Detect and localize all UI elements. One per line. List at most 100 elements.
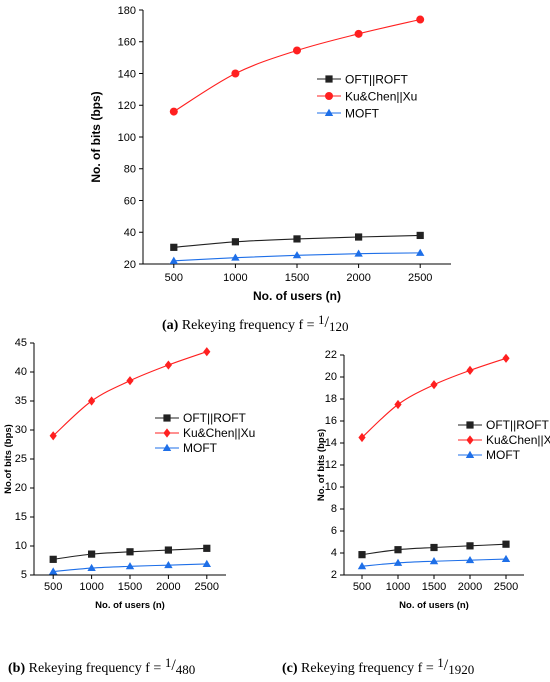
data-point — [49, 567, 58, 575]
x-tick-label: 1500 — [118, 581, 142, 593]
y-tick-label: 15 — [15, 511, 27, 523]
y-tick-label: 20 — [325, 371, 337, 383]
legend-marker — [325, 92, 333, 100]
x-tick-label: 1000 — [386, 581, 410, 593]
caption-denominator: 120 — [329, 319, 349, 334]
data-point — [416, 15, 425, 24]
data-point — [430, 380, 438, 390]
legend-marker — [162, 443, 172, 451]
y-tick-label: 8 — [331, 503, 337, 515]
y-tick-label: 140 — [118, 68, 136, 80]
caption-label: (c) — [282, 661, 298, 676]
data-point — [231, 253, 240, 261]
series-ku-chen-xu — [49, 347, 211, 441]
series-line — [361, 357, 507, 438]
x-tick-label: 2500 — [195, 581, 219, 593]
y-axis-title: No. of bits (bps) — [89, 91, 103, 182]
y-tick-label: 30 — [15, 424, 27, 436]
data-point — [466, 365, 474, 375]
data-point — [416, 231, 424, 240]
x-tick-label: 500 — [44, 581, 62, 593]
y-tick-label: 20 — [124, 259, 136, 271]
y-tick-label: 40 — [124, 227, 136, 239]
x-tick-label: 2000 — [346, 272, 370, 284]
data-point — [164, 360, 172, 370]
data-point — [126, 376, 134, 386]
legend-marker — [163, 428, 171, 438]
data-point — [164, 546, 172, 554]
caption-text: Rekeying frequency f = — [298, 661, 438, 676]
legend-label: OFT||ROFT — [183, 411, 247, 425]
y-tick-label: 35 — [15, 395, 27, 407]
x-axis-title: No. of users (n) — [253, 289, 341, 303]
y-axis-title: No.of bits (bps) — [3, 424, 14, 494]
caption-numerator: 1 — [318, 312, 325, 327]
legend-label: Ku&Chen||Xu — [486, 433, 550, 447]
data-point — [430, 543, 438, 552]
legend-label: OFT||ROFT — [345, 72, 409, 86]
y-tick-label: 16 — [325, 415, 337, 427]
caption-text: Rekeying frequency f = — [25, 661, 165, 676]
data-point — [169, 256, 178, 264]
y-tick-label: 12 — [325, 459, 337, 471]
series-oft-roft — [49, 544, 211, 563]
data-point — [358, 551, 366, 559]
data-point — [88, 550, 96, 558]
x-axis-title: No. of users (n) — [95, 600, 165, 611]
y-tick-label: 4 — [331, 547, 337, 559]
data-point — [125, 562, 135, 570]
caption-label: (a) — [162, 318, 179, 333]
data-point — [293, 46, 301, 55]
x-tick-label: 500 — [353, 581, 371, 593]
y-tick-label: 180 — [118, 5, 136, 17]
data-point — [202, 559, 211, 567]
y-tick-label: 10 — [325, 481, 337, 493]
figure-caption: (a) Rekeying frequency f = 1/120 — [162, 312, 348, 334]
legend-label: MOFT — [345, 106, 380, 120]
caption-slash: / — [171, 657, 176, 674]
data-point — [293, 235, 301, 243]
legend-label: Ku&Chen||Xu — [345, 89, 417, 103]
data-point — [88, 396, 96, 406]
data-point — [394, 546, 402, 554]
legend-marker — [466, 421, 474, 429]
caption-slash: / — [325, 314, 330, 331]
y-tick-label: 14 — [325, 437, 337, 449]
data-point — [465, 555, 475, 564]
legend: OFT||ROFT Ku&Chen||Xu MOFT — [317, 72, 417, 120]
data-point — [354, 29, 363, 38]
series-ku-chen-xu — [169, 15, 425, 116]
y-tick-label: 10 — [15, 540, 27, 552]
chart-b: 5 10 15 20 25 30 35 40 45 500 1000 1500 2000 2500 No. … — [3, 337, 255, 677]
legend-marker — [324, 108, 334, 116]
x-tick-label: 2500 — [408, 272, 432, 284]
y-tick-label: 160 — [118, 37, 136, 49]
x-tick-label: 1000 — [79, 581, 103, 593]
legend-label: MOFT — [183, 441, 218, 455]
x-tick-label: 1500 — [422, 581, 446, 593]
data-point — [49, 431, 57, 441]
y-tick-label: 100 — [118, 132, 136, 144]
y-tick-label: 18 — [325, 393, 337, 405]
data-point — [501, 554, 511, 563]
data-point — [164, 560, 173, 569]
caption-denominator: 480 — [176, 662, 196, 677]
y-tick-label: 40 — [15, 366, 27, 378]
y-tick-label: 20 — [15, 482, 27, 494]
data-point — [87, 563, 96, 572]
y-tick-label: 22 — [325, 349, 337, 361]
y-tick-label: 60 — [124, 195, 136, 207]
legend-marker — [466, 435, 474, 445]
y-tick-label: 120 — [118, 100, 136, 112]
y-axis-title: No. of bits (bps) — [316, 429, 327, 501]
y-tick-label: 45 — [15, 337, 27, 349]
series-moft — [169, 248, 425, 264]
chart-a: 20 40 60 80 100 120 140 160 180 500 1000 1500 2000 25… — [89, 5, 451, 334]
data-point — [354, 249, 363, 257]
data-point — [231, 238, 239, 246]
data-point — [170, 243, 178, 251]
x-tick-label: 1500 — [285, 272, 309, 284]
